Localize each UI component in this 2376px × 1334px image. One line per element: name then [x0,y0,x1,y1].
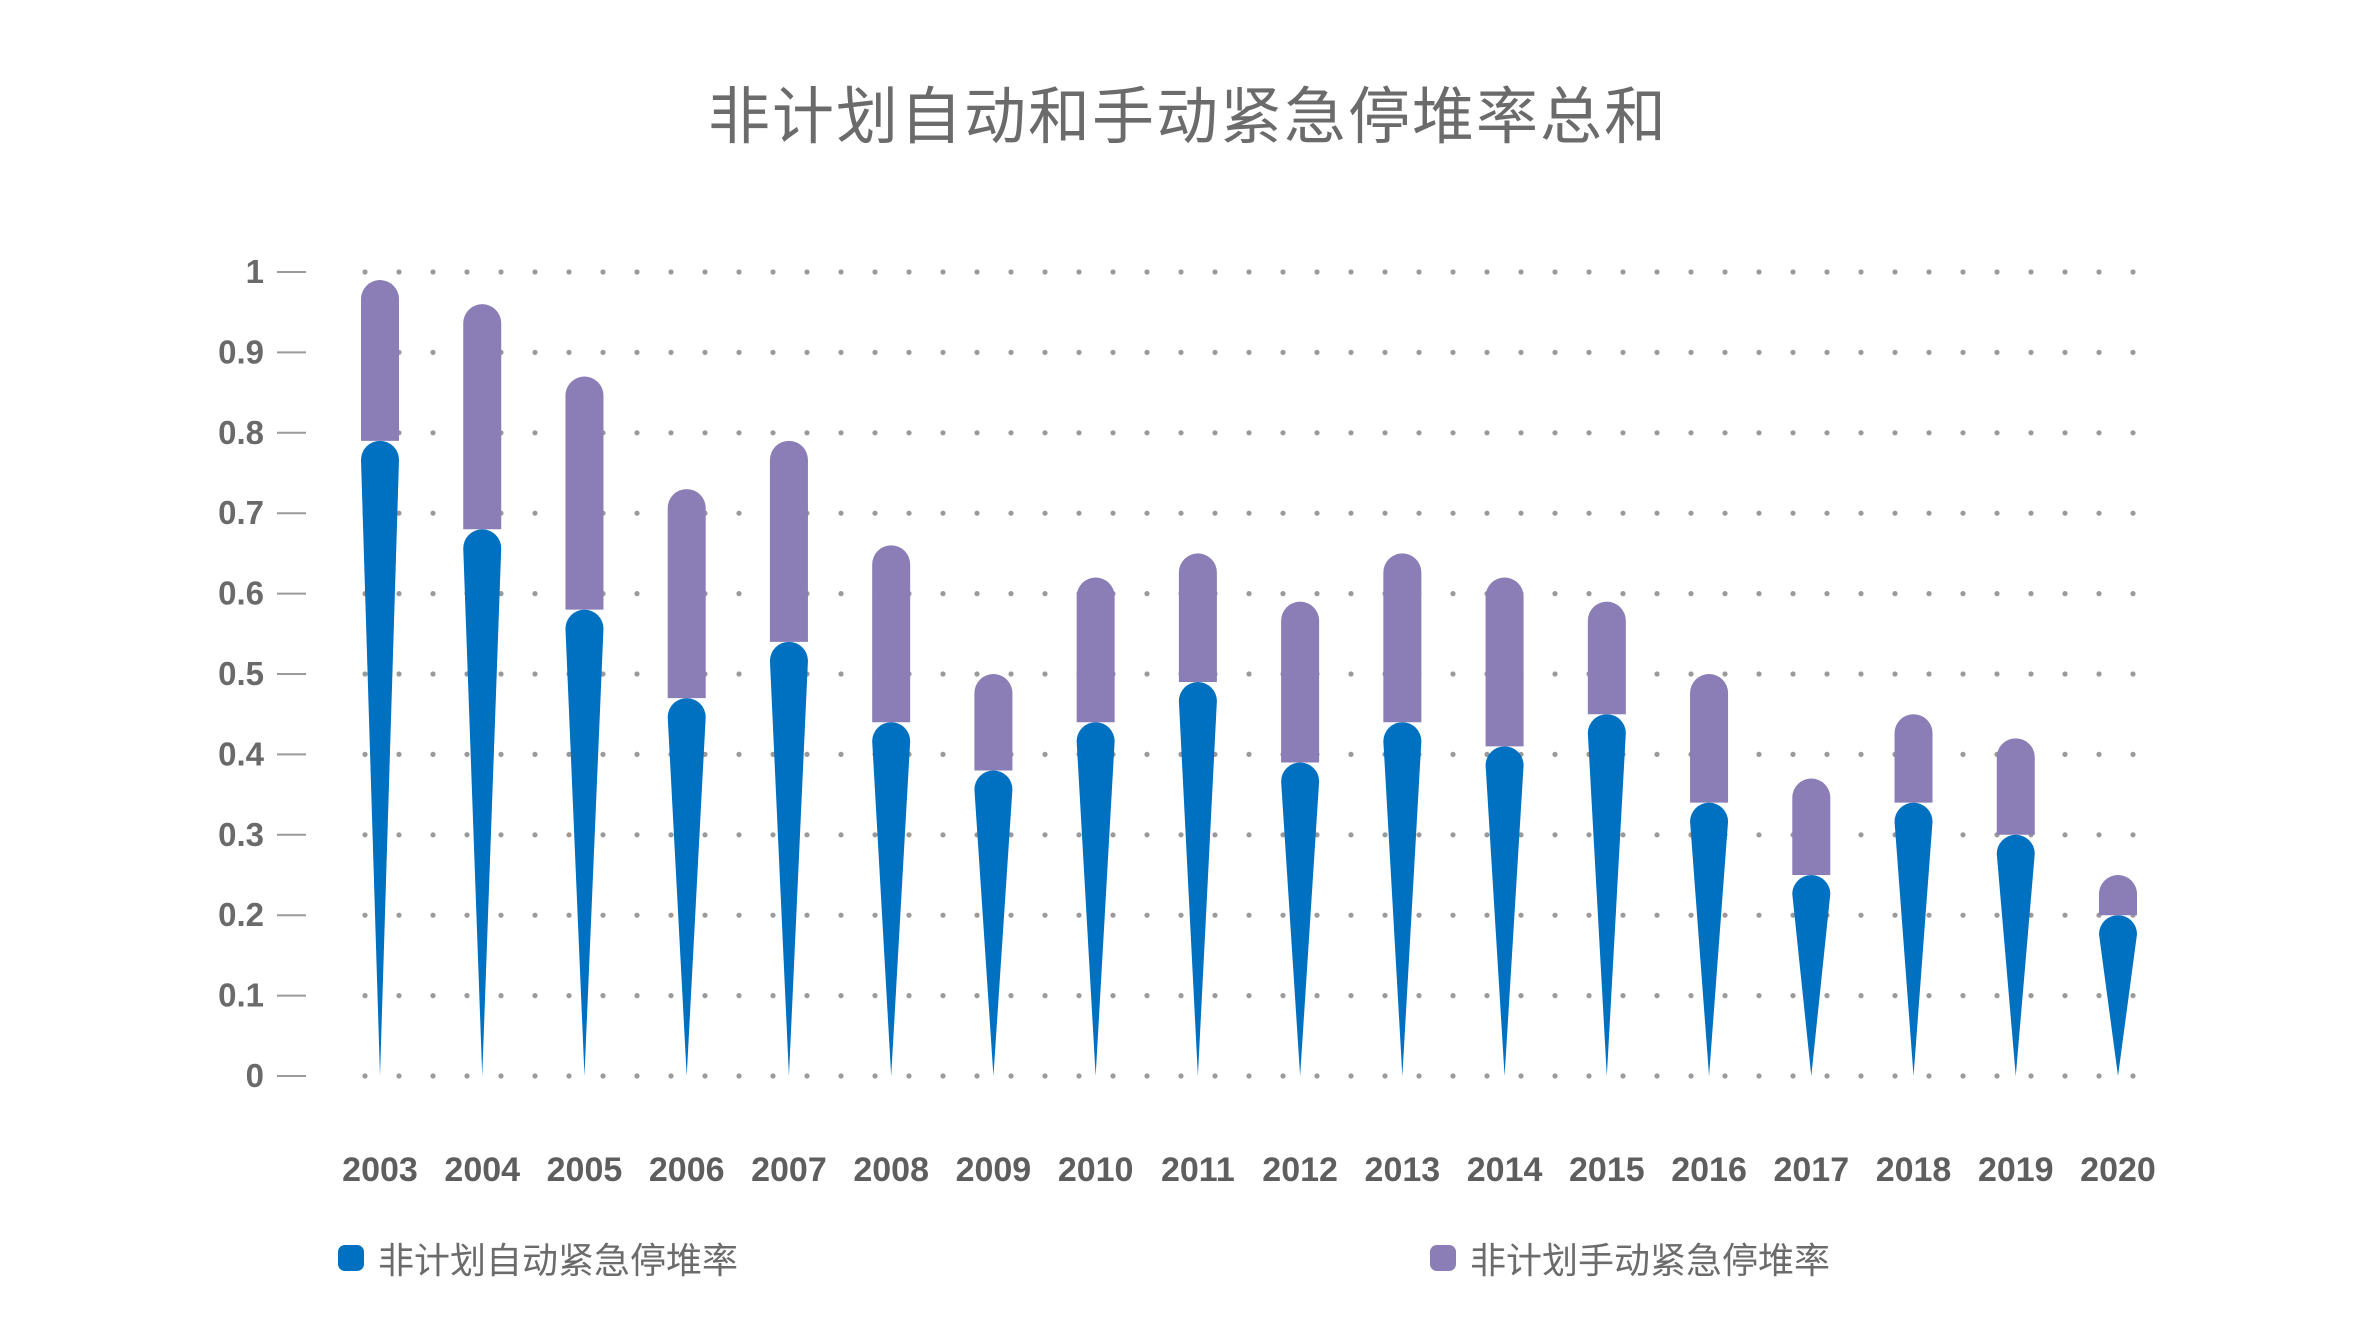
bar-manual-2011 [1178,553,1217,683]
bar-manual-2008 [872,545,911,723]
x-tick-label: 2020 [2080,1151,2156,1189]
x-tick-label: 2019 [1978,1151,2054,1189]
x-tick-label: 2016 [1671,1151,1747,1189]
gridline-0.5 [362,671,2136,677]
x-tick-label: 2017 [1773,1151,1849,1189]
x-tick-label: 2010 [1058,1151,1134,1189]
x-tick-label: 2014 [1467,1151,1543,1189]
x-tick-label: 2006 [649,1151,725,1189]
y-tick-label: 0.1 [218,977,264,1014]
gridline-0.3 [362,832,2136,838]
bar-manual-2004 [463,304,502,530]
y-tick-label: 0 [246,1057,264,1094]
bar-auto-2006 [667,698,706,1076]
bar-manual-2013 [1383,553,1422,723]
bar-auto-2005 [565,609,604,1076]
bar-manual-2005 [565,376,604,610]
bar-auto-2004 [463,529,502,1076]
x-tick-label: 2011 [1161,1151,1235,1189]
bar-manual-2020 [2099,875,2137,916]
gridline-0.1 [362,993,2136,999]
gridline-0.6 [362,591,2136,597]
chart-title: 非计划自动和手动紧急停堆率总和 [707,80,1668,153]
bar-auto-2013 [1383,722,1422,1076]
bar-manual-2012 [1281,601,1320,763]
legend-swatch-auto [338,1245,364,1271]
bar-manual-2016 [1690,674,1729,803]
bar-manual-2009 [974,674,1013,771]
y-tick-label: 0.7 [218,494,264,531]
bar-manual-2014 [1485,577,1524,747]
bar-auto-2007 [769,641,808,1076]
bar-manual-2006 [667,489,706,699]
y-tick-label: 0.4 [218,735,265,772]
bar-manual-2015 [1587,601,1626,715]
x-tick-label: 2007 [751,1151,827,1189]
bar-auto-2008 [872,722,911,1076]
bar-auto-2016 [1690,802,1729,1076]
bar-auto-2011 [1178,682,1217,1076]
y-tick-label: 0.2 [218,896,264,933]
x-tick-label: 2005 [547,1151,623,1189]
x-tick-label: 2013 [1365,1151,1441,1189]
x-tick-label: 2012 [1262,1151,1338,1189]
x-tick-label: 2003 [342,1151,418,1189]
gridline-1 [362,269,2136,275]
x-tick-label: 2018 [1876,1151,1952,1189]
bar-manual-2007 [769,440,808,642]
bar-auto-2017 [1792,875,1831,1076]
bar-auto-2015 [1587,714,1626,1076]
y-tick-label: 0.5 [218,655,264,692]
legend-swatch-manual [1430,1245,1456,1271]
x-tick-label: 2009 [956,1151,1032,1189]
bar-auto-2014 [1485,746,1524,1076]
bar-manual-2017 [1792,778,1831,875]
bar-manual-2010 [1076,577,1115,723]
y-tick-label: 1 [246,253,264,290]
gridline-0 [362,1073,2136,1079]
bar-manual-2003 [361,280,399,441]
bar-auto-2010 [1076,722,1115,1076]
y-tick-label: 0.8 [218,414,264,451]
y-tick-label: 0.6 [218,575,264,612]
legend-label-manual: 非计划手动紧急停堆率 [1470,1241,1831,1282]
x-tick-label: 2004 [444,1151,520,1189]
gridline-0.7 [362,510,2136,516]
gridline-0.2 [362,912,2136,918]
bar-auto-2018 [1894,802,1933,1076]
gridline-0.9 [362,349,2136,355]
x-tick-label: 2015 [1569,1151,1645,1189]
gridline-0.4 [362,751,2136,758]
bar-auto-2009 [974,770,1013,1076]
bar-auto-2020 [2099,915,2137,1076]
bar-auto-2019 [1996,834,2035,1076]
gridline-0.8 [362,430,2136,436]
legend-item-manual: 非计划手动紧急停堆率 [1430,1232,1830,1284]
x-tick-label: 2008 [853,1151,929,1189]
bar-auto-2012 [1281,762,1320,1076]
bar-auto-2003 [361,440,399,1077]
legend-label-auto: 非计划自动紧急停堆率 [378,1241,739,1282]
y-tick-label: 0.3 [218,816,264,853]
bar-manual-2018 [1894,714,1933,803]
y-tick-label: 0.9 [218,333,264,370]
bar-manual-2019 [1996,738,2035,835]
legend-item-auto: 非计划自动紧急停堆率 [338,1232,738,1284]
